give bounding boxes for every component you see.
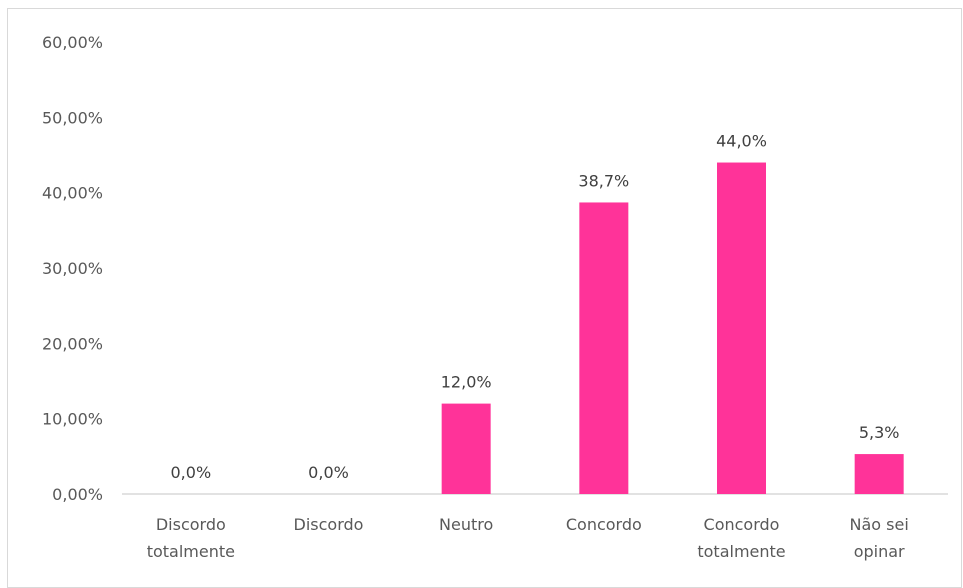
bar [441,403,491,494]
category-label: Discordo [294,515,364,534]
y-tick-label: 20,00% [42,334,103,353]
category-label: Concordo [566,515,642,534]
y-tick-label: 50,00% [42,108,103,127]
category-label: Concordo totalmente [697,515,785,561]
category-label: Discordo totalmente [147,515,235,561]
y-tick-label: 0,00% [52,485,103,504]
data-label: 12,0% [441,373,492,392]
data-label: 44,0% [716,132,767,151]
bar [579,202,629,494]
y-tick-label: 60,00% [42,33,103,52]
data-label: 5,3% [859,423,900,442]
category-label: Não sei opinar [850,515,909,561]
y-tick-label: 10,00% [42,410,103,429]
y-tick-label: 30,00% [42,259,103,278]
bar [717,162,766,495]
y-tick-label: 40,00% [42,184,103,203]
category-label: Neutro [439,515,493,534]
data-label: 0,0% [171,463,212,482]
data-label: 38,7% [578,171,629,190]
data-label: 0,0% [308,463,349,482]
bar [854,454,904,494]
